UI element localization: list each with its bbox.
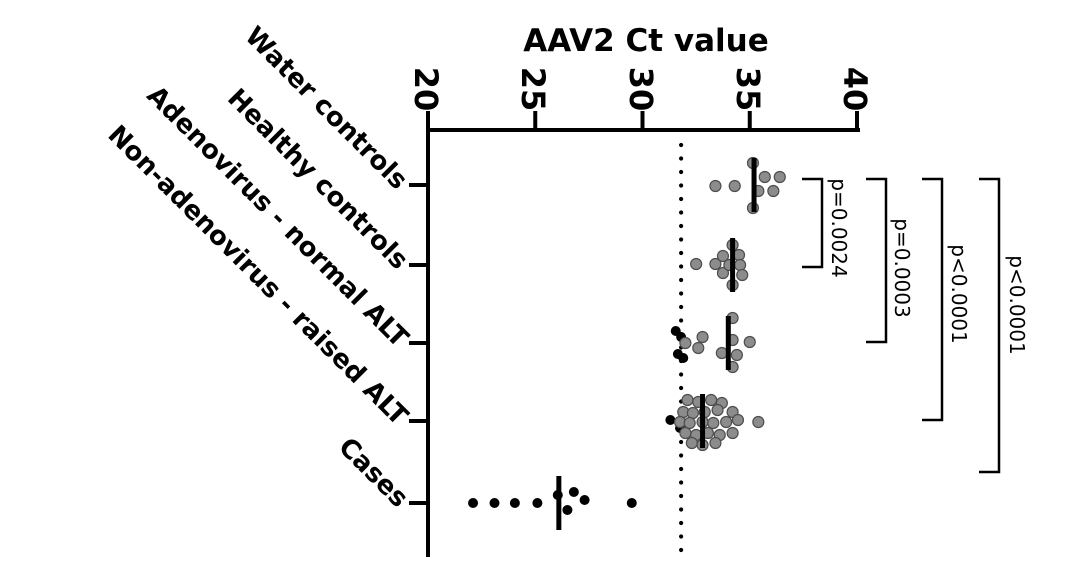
data-point bbox=[730, 348, 743, 362]
threshold-dotted-line-dot bbox=[679, 439, 684, 445]
threshold-dotted-line-dot bbox=[679, 466, 684, 472]
data-point bbox=[705, 393, 718, 407]
data-point bbox=[773, 170, 786, 184]
data-point bbox=[685, 436, 698, 450]
data-point bbox=[679, 336, 692, 350]
threshold-dotted-line-dot bbox=[679, 534, 684, 539]
comparison-bracket bbox=[922, 177, 944, 422]
data-point bbox=[733, 258, 747, 272]
data-point bbox=[711, 403, 724, 417]
value-tick-label: 35 bbox=[728, 66, 767, 112]
comparison-bracket bbox=[866, 177, 888, 344]
data-point bbox=[758, 170, 771, 184]
data-point bbox=[683, 416, 696, 430]
threshold-dotted-line-dot bbox=[679, 304, 684, 310]
threshold-dotted-line-dot bbox=[679, 264, 684, 269]
threshold-dotted-line-dot bbox=[679, 507, 684, 512]
data-point bbox=[562, 505, 573, 515]
data-point bbox=[532, 498, 543, 508]
threshold-dotted-line-dot bbox=[679, 210, 684, 215]
data-point bbox=[709, 436, 722, 450]
value-tick-label: 30 bbox=[621, 66, 660, 112]
data-point bbox=[626, 498, 637, 508]
comparison-bracket bbox=[979, 177, 1001, 474]
data-point bbox=[752, 415, 765, 429]
data-point bbox=[579, 495, 590, 505]
data-point bbox=[681, 393, 694, 407]
data-point bbox=[716, 266, 730, 280]
value-tick-label: 25 bbox=[514, 66, 553, 112]
data-point bbox=[732, 248, 746, 262]
value-tick-label: 20 bbox=[407, 66, 445, 112]
data-point bbox=[728, 179, 741, 193]
data-point bbox=[707, 416, 720, 430]
data-point bbox=[665, 415, 676, 425]
comparison-bracket bbox=[802, 177, 824, 269]
value-tick-label: 40 bbox=[836, 66, 874, 112]
data-point bbox=[686, 406, 700, 420]
p-value-label: p<0.0001 bbox=[1005, 255, 1029, 355]
data-point bbox=[720, 415, 733, 429]
data-point bbox=[736, 268, 749, 282]
threshold-dotted-line-dot bbox=[679, 547, 684, 553]
data-point bbox=[696, 330, 709, 344]
data-point bbox=[731, 413, 745, 427]
threshold-dotted-line-dot bbox=[679, 277, 684, 283]
p-value-label: p<0.0001 bbox=[947, 244, 971, 344]
threshold-dotted-line-dot bbox=[679, 156, 684, 161]
threshold-dotted-line-dot bbox=[679, 291, 684, 296]
threshold-dotted-line-dot bbox=[679, 385, 684, 391]
p-value-label: p=0.0024 bbox=[827, 178, 851, 278]
threshold-dotted-line-dot bbox=[679, 520, 684, 526]
threshold-dotted-line-dot bbox=[679, 372, 684, 377]
data-point bbox=[715, 346, 728, 360]
data-point bbox=[692, 341, 705, 355]
chart-title: AAV2 Ct value bbox=[523, 23, 769, 59]
threshold-dotted-line-dot bbox=[679, 223, 684, 229]
data-point bbox=[716, 249, 730, 263]
threshold-dotted-line-dot bbox=[679, 318, 684, 323]
data-point bbox=[489, 498, 500, 508]
threshold-dotted-line-dot bbox=[679, 169, 684, 175]
data-point bbox=[468, 498, 479, 508]
threshold-dotted-line-dot bbox=[679, 480, 684, 485]
data-point bbox=[678, 353, 689, 363]
threshold-dotted-line-dot bbox=[679, 453, 684, 458]
data-point bbox=[568, 487, 579, 497]
data-point bbox=[709, 179, 722, 193]
data-point bbox=[709, 257, 722, 271]
p-value-label: p=0.0003 bbox=[890, 218, 914, 318]
threshold-dotted-line-dot bbox=[679, 183, 684, 188]
threshold-dotted-line-dot bbox=[679, 493, 684, 499]
data-point bbox=[679, 426, 692, 440]
data-point bbox=[509, 498, 520, 508]
data-point bbox=[690, 257, 703, 271]
threshold-dotted-line-dot bbox=[679, 250, 684, 256]
data-point bbox=[767, 184, 780, 198]
data-point bbox=[743, 335, 756, 349]
data-point bbox=[726, 426, 739, 440]
threshold-dotted-line-dot bbox=[679, 196, 684, 202]
threshold-dotted-line-dot bbox=[679, 142, 684, 148]
threshold-dotted-line-dot bbox=[679, 237, 684, 242]
